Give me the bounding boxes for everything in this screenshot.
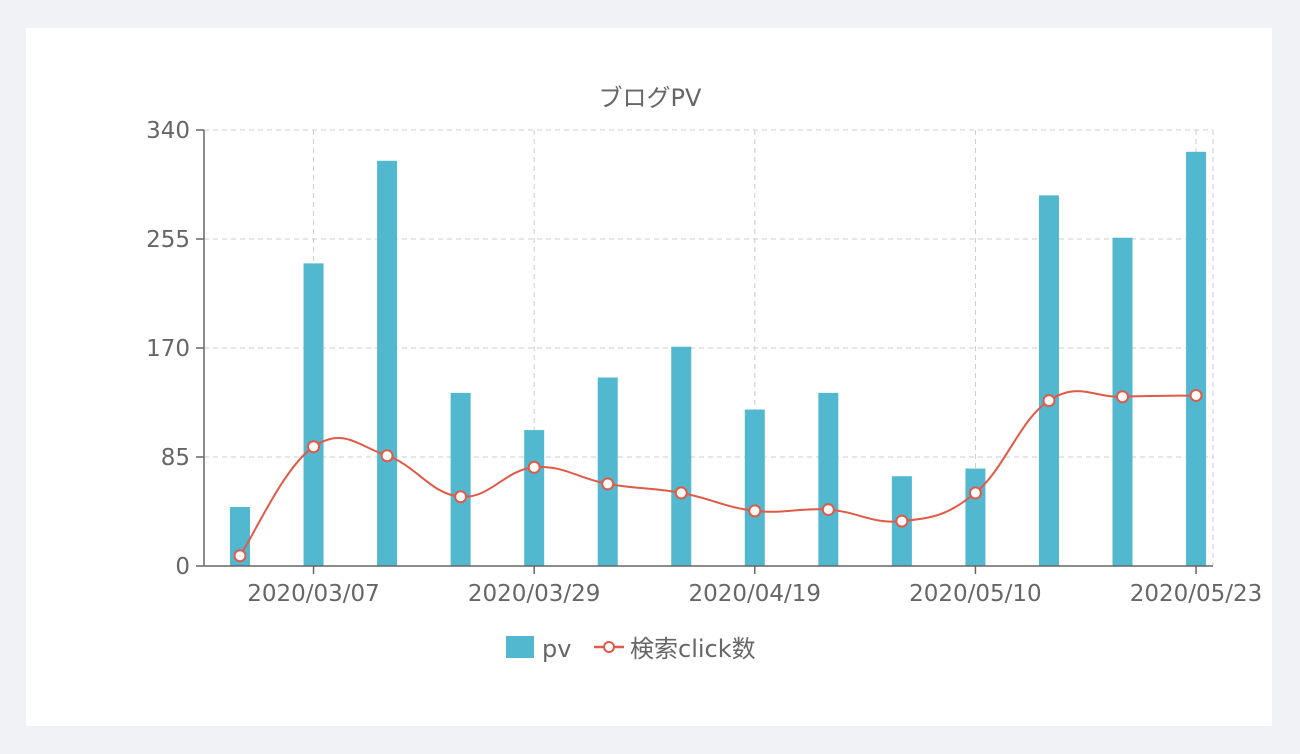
- click-point: [601, 477, 615, 491]
- click-point: [674, 486, 688, 500]
- pv-bar: [671, 346, 692, 566]
- pv-bar: [1038, 195, 1059, 566]
- x-tick-label: 2020/03/29: [468, 581, 601, 607]
- click-point: [1189, 388, 1203, 402]
- pv-bar: [818, 392, 839, 566]
- click-line: [233, 388, 1203, 563]
- pv-bars: [230, 151, 1207, 567]
- legend-swatch-pv: [506, 636, 534, 658]
- x-tick-label: 2020/05/10: [909, 581, 1042, 607]
- click-point: [1116, 390, 1130, 404]
- click-point: [968, 486, 982, 500]
- legend-item-click[interactable]: 検索click数: [594, 635, 756, 663]
- x-tick-label: 2020/05/23: [1130, 581, 1263, 607]
- y-tick-label: 340: [146, 118, 190, 144]
- legend[interactable]: pv 検索click数: [506, 635, 756, 663]
- legend-item-pv[interactable]: pv: [506, 635, 571, 663]
- click-point: [527, 460, 541, 474]
- chart-canvas: ブログPV 0 85 170 255 340 2020/03/07 2020/03/29 20…: [146, 84, 1262, 663]
- click-point: [1042, 394, 1056, 408]
- pv-bar: [965, 468, 986, 566]
- click-point: [895, 514, 909, 528]
- click-point: [307, 440, 321, 454]
- pv-bar: [597, 377, 618, 566]
- chart-card: ブログPV 0 85 170 255 340 2020/03/07 2020/03/29 20…: [26, 28, 1272, 726]
- click-point: [380, 449, 394, 463]
- click-point: [821, 503, 835, 517]
- axes: 0 85 170 255 340 2020/03/07 2020/03/29 2020/04/…: [146, 118, 1262, 607]
- y-tick-label: 85: [161, 445, 190, 471]
- pv-bar: [524, 430, 545, 566]
- click-point: [233, 549, 247, 563]
- x-tick-label: 2020/04/19: [689, 581, 822, 607]
- click-point: [454, 490, 468, 504]
- legend-label-pv: pv: [542, 635, 571, 663]
- x-tick-label: 2020/03/07: [247, 581, 380, 607]
- pv-bar: [1186, 151, 1207, 567]
- legend-label-click: 検索click数: [630, 635, 756, 663]
- click-point: [748, 504, 762, 518]
- y-tick-label: 0: [175, 554, 190, 580]
- pv-bar: [744, 409, 765, 566]
- pv-bar: [303, 263, 324, 566]
- legend-swatch-point: [603, 641, 615, 653]
- chart-title: ブログPV: [599, 84, 702, 112]
- pv-bar: [230, 507, 250, 566]
- pv-bar: [377, 160, 398, 566]
- y-tick-label: 170: [146, 336, 190, 362]
- pv-bar: [450, 392, 471, 566]
- y-tick-label: 255: [146, 227, 190, 253]
